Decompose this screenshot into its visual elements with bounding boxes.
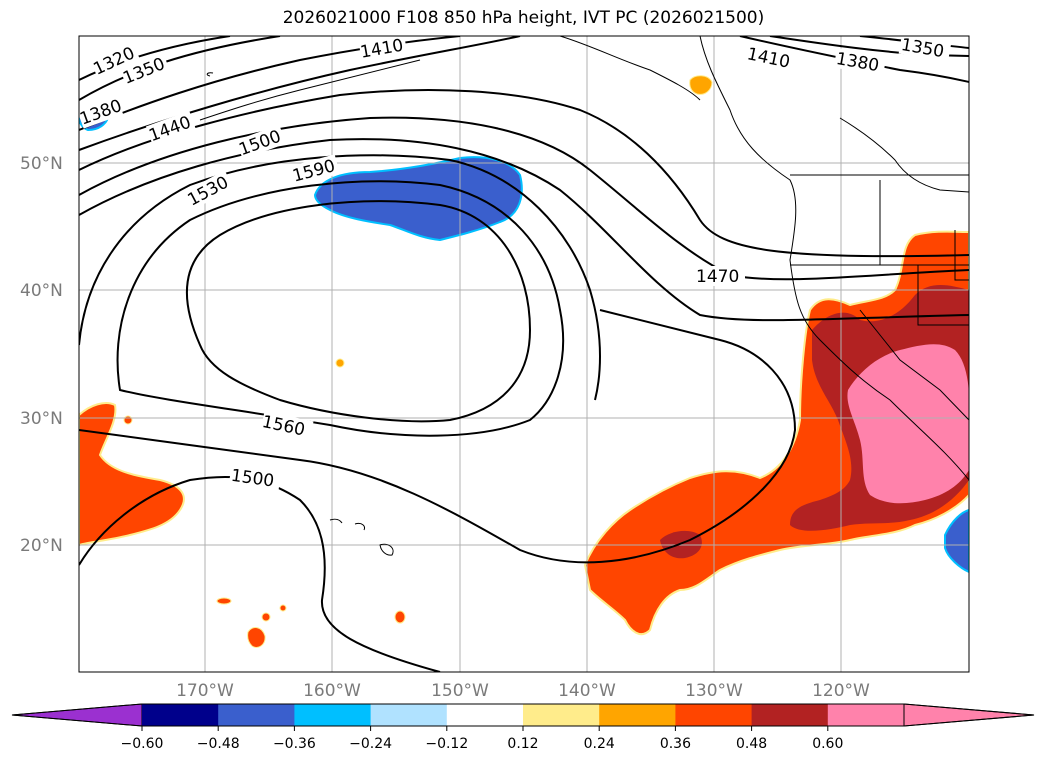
lon-label: 150°W — [431, 681, 489, 701]
ivt-positive-patch-north — [689, 75, 713, 95]
colorbar-tick-label: 0.36 — [660, 736, 691, 752]
longitude-labels: 170°W 160°W 150°W 140°W 130°W 120°W — [176, 681, 870, 701]
lat-label: 50°N — [20, 154, 63, 174]
contour-1530-south — [79, 309, 797, 564]
ivt-positive-region-west — [79, 402, 185, 547]
colorbar: −0.60 −0.48 −0.36 −0.24 −0.12 0.12 0.24 0.36 0.4… — [11, 703, 1035, 752]
colorbar-tick-label: 0.24 — [584, 736, 615, 752]
latitude-labels: 50°N 40°N 30°N 20°N — [20, 154, 63, 556]
map-frame — [78, 35, 970, 673]
colorbar-bin — [218, 704, 295, 726]
colorbar-tick-label: −0.60 — [121, 736, 164, 752]
contour-1500-south — [79, 475, 441, 672]
colorbar-tick-label: 0.48 — [736, 736, 767, 752]
contour-label: 1410 — [745, 44, 791, 73]
lat-label: 40°N — [20, 281, 63, 301]
contour-1500-north — [79, 138, 969, 322]
coastlines — [199, 36, 969, 556]
colorbar-tick-label: 0.12 — [507, 736, 538, 752]
lon-label: 140°W — [558, 681, 616, 701]
contour-label: 1470 — [696, 267, 739, 287]
contour-1320 — [79, 36, 231, 81]
colorbar-tick-label: 0.60 — [812, 736, 843, 752]
contour-label: 1560 — [260, 412, 306, 441]
colorbar-tick-label: −0.48 — [197, 736, 240, 752]
contour-1590 — [185, 200, 532, 423]
colorbar-tick-label: −0.12 — [425, 736, 468, 752]
contour-1380 — [79, 36, 461, 131]
colorbar-ticks: −0.60 −0.48 −0.36 −0.24 −0.12 0.12 0.24 0.36 0.4… — [121, 726, 843, 752]
colorbar-bin — [446, 704, 524, 726]
contour-1560 — [116, 180, 565, 437]
lon-label: 120°W — [812, 681, 870, 701]
colorbar-tick-label: −0.36 — [273, 736, 316, 752]
ivt-dot-3 — [279, 604, 287, 612]
ivt-strongest-positive-region — [847, 344, 969, 504]
ivt-dot-1 — [335, 358, 345, 368]
contour-label: 1350 — [899, 35, 945, 62]
contour-label: 1410 — [359, 36, 405, 63]
colorbar-bin — [523, 704, 600, 726]
colorbar-under-arrow — [11, 703, 143, 727]
colorbar-over-arrow — [903, 703, 1035, 727]
contour-label: 1440 — [146, 113, 193, 147]
colorbar-bins — [142, 704, 905, 726]
contour-1410-east — [739, 36, 969, 83]
colorbar-bin — [827, 704, 905, 726]
ivt-dot-2 — [123, 415, 133, 425]
contour-1440 — [79, 89, 969, 258]
ivt-patch-south-3 — [261, 612, 271, 622]
contour-1470 — [79, 116, 969, 281]
colorbar-bin — [142, 704, 219, 726]
contour-label: 1500 — [230, 466, 276, 492]
ivt-patch-south-1 — [247, 627, 266, 648]
colorbar-bin — [675, 704, 753, 726]
contour-1530 — [79, 154, 601, 401]
lon-label: 160°W — [303, 681, 361, 701]
ivt-negative-region-southeast — [944, 508, 969, 574]
map-title: 2026021000 F108 850 hPa height, IVT PC (… — [282, 8, 765, 28]
contour-1410 — [79, 36, 521, 151]
lat-label: 20°N — [20, 536, 63, 556]
map-plot-area: 1320 1350 1380 1410 1440 1500 1530 1590 … — [79, 35, 969, 672]
colorbar-bin — [294, 704, 372, 726]
colorbar-bin — [599, 704, 676, 726]
colorbar-bin — [751, 704, 829, 726]
ivt-filled-regions — [79, 75, 969, 648]
lon-label: 130°W — [685, 681, 743, 701]
ivt-negative-region-central — [313, 156, 523, 242]
lon-label: 170°W — [176, 681, 234, 701]
lat-label: 30°N — [20, 409, 63, 429]
colorbar-tick-label: −0.24 — [349, 736, 392, 752]
ivt-patch-south-4 — [394, 610, 406, 624]
colorbar-bin — [370, 704, 448, 726]
ivt-patch-south-2 — [216, 597, 232, 605]
height-contours — [79, 36, 969, 672]
